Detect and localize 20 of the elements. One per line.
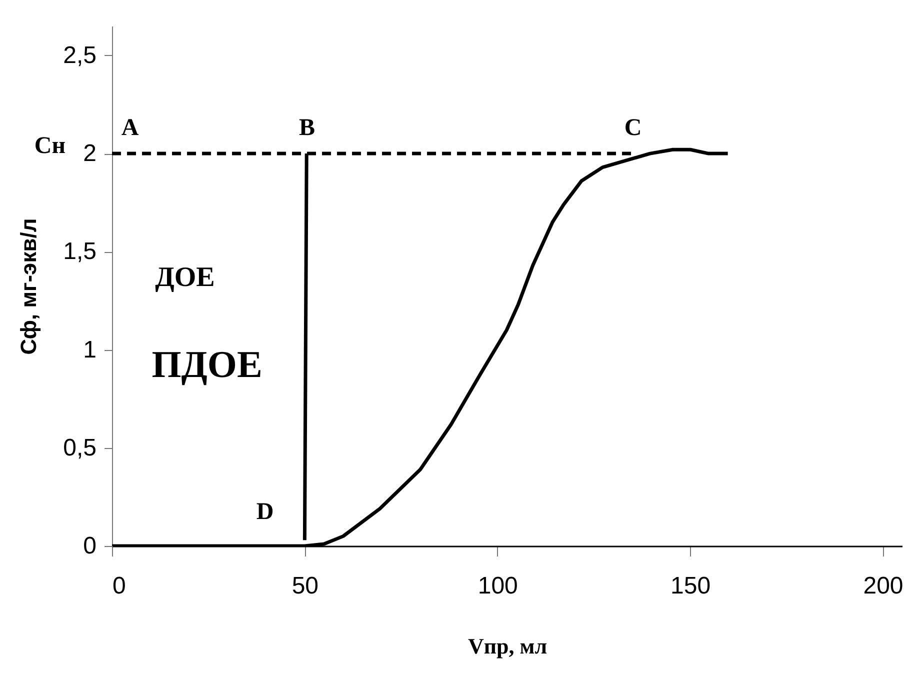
y-tick-label: 2,5	[63, 42, 96, 69]
annotation: A	[121, 115, 140, 141]
y-axis-title: Сф, мг-экв/л	[16, 218, 42, 355]
x-tick-label: 50	[292, 572, 319, 600]
y-tick-label: 0	[83, 532, 96, 560]
annotation: ДОЕ	[155, 262, 215, 293]
y-tick-label: 1	[83, 336, 96, 364]
x-tick-label: 100	[478, 572, 518, 600]
annotation: D	[256, 499, 274, 525]
y-tick-label: 1,5	[63, 238, 96, 266]
annotation: C	[624, 115, 642, 141]
y-tick-label: 2	[83, 140, 96, 168]
x-tick-label: 0	[112, 572, 126, 600]
annotation: ПДОЕ	[152, 344, 262, 386]
text: Сн	[34, 133, 66, 159]
y-tick-label: 0,5	[63, 434, 96, 462]
x-tick-label: 200	[863, 572, 904, 600]
annotation: B	[298, 115, 316, 141]
x-tick-label: 150	[670, 572, 711, 600]
x-axis-title: Vпр, мл	[468, 634, 548, 658]
